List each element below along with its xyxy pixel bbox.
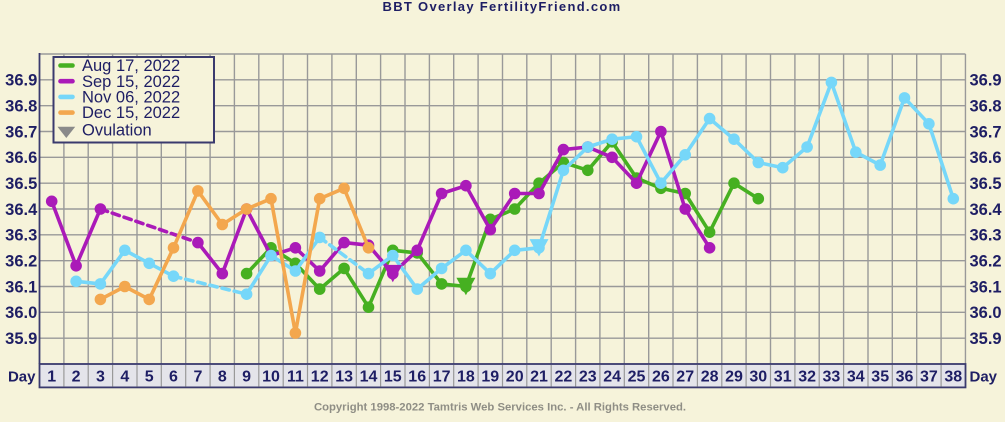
svg-text:27: 27 (676, 369, 694, 386)
svg-text:26: 26 (652, 369, 670, 386)
svg-text:24: 24 (603, 369, 621, 386)
svg-text:25: 25 (628, 369, 646, 386)
svg-text:36.9: 36.9 (5, 72, 37, 90)
svg-text:Copyright 1998-2022 Tamtris We: Copyright 1998-2022 Tamtris Web Services… (314, 402, 686, 414)
svg-text:36: 36 (896, 369, 914, 386)
svg-text:23: 23 (579, 369, 597, 386)
svg-text:Sep 15, 2022: Sep 15, 2022 (82, 73, 180, 91)
svg-text:10: 10 (262, 369, 280, 386)
svg-text:Aug 17, 2022: Aug 17, 2022 (82, 57, 180, 75)
svg-text:34: 34 (847, 369, 865, 386)
svg-text:36.1: 36.1 (970, 278, 1002, 296)
svg-text:36.8: 36.8 (970, 98, 1002, 116)
svg-text:36.2: 36.2 (5, 253, 37, 271)
svg-text:35.9: 35.9 (970, 330, 1002, 348)
svg-text:8: 8 (218, 369, 227, 386)
svg-text:12: 12 (311, 369, 329, 386)
svg-text:19: 19 (481, 369, 499, 386)
svg-text:Dec 15, 2022: Dec 15, 2022 (82, 104, 180, 122)
svg-text:36.6: 36.6 (970, 149, 1002, 167)
svg-text:36.5: 36.5 (5, 175, 37, 193)
svg-text:2: 2 (72, 369, 81, 386)
svg-text:14: 14 (360, 369, 378, 386)
svg-text:13: 13 (335, 369, 353, 386)
svg-text:36.2: 36.2 (970, 253, 1002, 271)
svg-text:37: 37 (920, 369, 938, 386)
svg-text:36.0: 36.0 (5, 304, 37, 322)
svg-text:18: 18 (457, 369, 475, 386)
svg-text:1: 1 (47, 369, 56, 386)
svg-text:38: 38 (944, 369, 962, 386)
svg-text:32: 32 (798, 369, 816, 386)
svg-text:9: 9 (242, 369, 251, 386)
svg-text:5: 5 (145, 369, 154, 386)
svg-text:BBT Overlay FertilityFriend.co: BBT Overlay FertilityFriend.com (383, 0, 622, 14)
svg-text:36.3: 36.3 (970, 227, 1002, 245)
svg-text:31: 31 (774, 369, 792, 386)
svg-text:36.0: 36.0 (970, 304, 1002, 322)
svg-text:36.7: 36.7 (5, 123, 37, 141)
svg-text:4: 4 (120, 369, 129, 386)
svg-text:6: 6 (169, 369, 178, 386)
svg-text:36.9: 36.9 (970, 72, 1002, 90)
svg-text:22: 22 (555, 369, 573, 386)
svg-text:33: 33 (823, 369, 841, 386)
svg-text:16: 16 (408, 369, 426, 386)
svg-text:15: 15 (384, 369, 402, 386)
svg-text:11: 11 (287, 369, 304, 386)
svg-text:35: 35 (871, 369, 889, 386)
svg-text:20: 20 (506, 369, 524, 386)
svg-text:36.8: 36.8 (5, 98, 37, 116)
svg-text:36.4: 36.4 (5, 201, 38, 219)
svg-text:35.9: 35.9 (5, 330, 37, 348)
svg-text:30: 30 (749, 369, 767, 386)
svg-text:Nov 06, 2022: Nov 06, 2022 (82, 89, 180, 107)
svg-text:36.7: 36.7 (970, 123, 1002, 141)
svg-text:7: 7 (193, 369, 202, 386)
svg-text:21: 21 (530, 369, 548, 386)
svg-text:36.1: 36.1 (5, 278, 37, 296)
svg-text:29: 29 (725, 369, 743, 386)
svg-text:3: 3 (96, 369, 105, 386)
svg-text:36.6: 36.6 (5, 149, 37, 167)
svg-text:17: 17 (433, 369, 451, 386)
svg-text:36.5: 36.5 (970, 175, 1002, 193)
svg-text:Ovulation: Ovulation (82, 122, 152, 140)
svg-text:Day: Day (970, 369, 998, 386)
svg-text:36.4: 36.4 (970, 201, 1003, 219)
svg-text:28: 28 (701, 369, 719, 386)
svg-text:Day: Day (8, 369, 36, 386)
svg-text:36.3: 36.3 (5, 227, 37, 245)
